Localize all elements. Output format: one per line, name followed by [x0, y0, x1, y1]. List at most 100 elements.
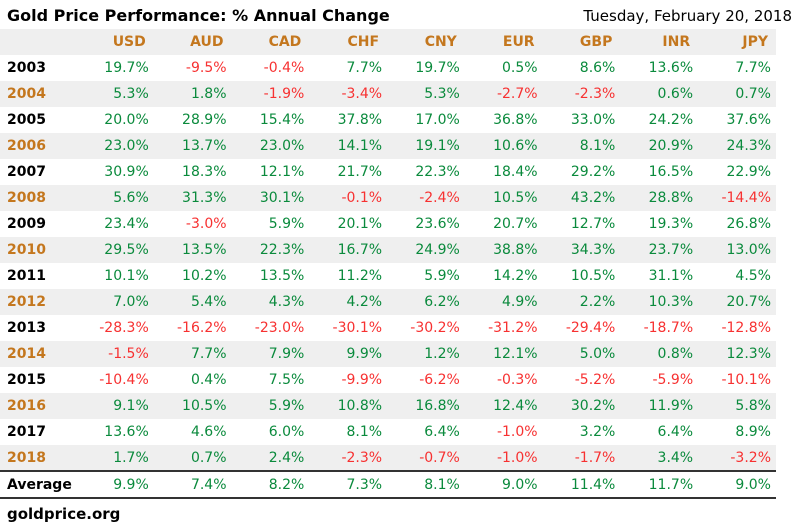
table-row: 2006 23.0% 13.7% 23.0% 14.1% 19.1% 10.6% 8.1% 20…: [0, 133, 776, 159]
value-cell: 28.8%: [648, 190, 694, 206]
value-cell: -23.0%: [254, 320, 305, 336]
value-cell: 6.0%: [268, 424, 305, 440]
value-cell: 6.4%: [424, 424, 460, 440]
value-cell: -2.3%: [574, 86, 616, 102]
value-cell: -5.9%: [652, 372, 694, 388]
value-cell: 16.7%: [337, 242, 383, 258]
value-cell: -0.7%: [419, 449, 460, 466]
table-row: 2016 9.1% 10.5% 5.9% 10.8% 16.8% 12.4% 30.2% 11.…: [0, 393, 776, 419]
value-cell: 3.2%: [579, 424, 616, 440]
column-header-cad: CAD: [268, 34, 302, 50]
value-cell: 14.1%: [337, 138, 383, 154]
table-row: 2003 19.7% -9.5% -0.4% 7.7% 19.7% 0.5% 8.6% 13.6…: [0, 55, 776, 81]
average-value-cell: 7.4%: [190, 476, 227, 493]
value-cell: 19.7%: [104, 60, 149, 76]
value-cell: -2.3%: [341, 449, 383, 466]
table-row: 2010 29.5% 13.5% 22.3% 16.7% 24.9% 38.8% 34.3% 2…: [0, 237, 776, 263]
column-header-chf: CHF: [347, 34, 380, 50]
value-cell: 5.6%: [113, 190, 149, 206]
value-cell: 18.4%: [493, 164, 538, 180]
value-cell: -6.2%: [419, 372, 460, 388]
column-header-eur: EUR: [502, 34, 535, 50]
table-row: 2005 20.0% 28.9% 15.4% 37.8% 17.0% 36.8% 33.0% 2…: [0, 107, 776, 133]
value-cell: 23.6%: [415, 216, 460, 232]
header-row: USD AUD CAD CHF CNY EUR GBP INR JPY: [0, 29, 776, 55]
value-cell: 7.9%: [268, 346, 305, 362]
value-cell: 12.7%: [570, 216, 616, 232]
value-cell: 5.3%: [113, 86, 149, 102]
value-cell: 14.2%: [493, 268, 538, 284]
table-row: 2011 10.1% 10.2% 13.5% 11.2% 5.9% 14.2% 10.5% 31…: [0, 263, 776, 289]
year-cell: 2011: [7, 268, 46, 284]
value-cell: 7.5%: [268, 372, 305, 388]
value-cell: 10.8%: [337, 398, 383, 414]
column-header-cny: CNY: [424, 34, 457, 50]
value-cell: 13.6%: [648, 60, 694, 76]
column-header-usd: USD: [112, 34, 146, 50]
average-row: Average 9.9% 7.4% 8.2% 7.3% 8.1% 9.0% 11.4% 11.7…: [0, 471, 776, 498]
value-cell: -14.4%: [721, 190, 771, 206]
value-cell: 24.2%: [648, 112, 694, 128]
average-value-cell: 9.9%: [113, 476, 149, 493]
value-cell: 8.1%: [346, 424, 383, 440]
value-cell: 5.9%: [268, 216, 305, 232]
year-cell: 2007: [7, 164, 46, 180]
value-cell: 31.1%: [648, 268, 694, 284]
value-cell: 30.1%: [259, 190, 305, 206]
column-header-aud: AUD: [190, 34, 224, 50]
value-cell: 13.0%: [726, 242, 771, 258]
value-cell: 5.3%: [424, 86, 460, 102]
table-row: 2007 30.9% 18.3% 12.1% 21.7% 22.3% 18.4% 29.2% 1…: [0, 159, 776, 185]
value-cell: -1.7%: [574, 449, 616, 466]
value-cell: -30.2%: [410, 320, 460, 336]
value-cell: 23.0%: [259, 138, 305, 154]
value-cell: -30.1%: [332, 320, 383, 336]
value-cell: -9.5%: [185, 60, 227, 76]
value-cell: 5.9%: [268, 398, 305, 414]
value-cell: 1.7%: [113, 449, 149, 466]
year-column-header: [0, 29, 76, 55]
value-cell: 23.4%: [104, 216, 149, 232]
value-cell: -3.0%: [185, 216, 227, 232]
value-cell: 31.3%: [182, 190, 227, 206]
average-value-cell: 9.0%: [735, 476, 771, 493]
value-cell: 5.4%: [190, 294, 227, 310]
value-cell: 23.0%: [104, 138, 149, 154]
table-header: USD AUD CAD CHF CNY EUR GBP INR JPY: [0, 29, 776, 55]
value-cell: 3.4%: [657, 449, 694, 466]
year-cell: 2012: [7, 294, 46, 310]
value-cell: 12.1%: [259, 164, 305, 180]
value-cell: 20.7%: [493, 216, 538, 232]
value-cell: 8.1%: [579, 138, 616, 154]
value-cell: 4.3%: [268, 294, 305, 310]
average-value-cell: 11.7%: [648, 476, 694, 493]
average-value-cell: 11.4%: [570, 476, 616, 493]
value-cell: 2.2%: [579, 294, 616, 310]
value-cell: -29.4%: [565, 320, 616, 336]
value-cell: 4.2%: [346, 294, 383, 310]
value-cell: 43.2%: [570, 190, 616, 206]
value-cell: 8.9%: [735, 424, 771, 440]
table-row: 2014 -1.5% 7.7% 7.9% 9.9% 1.2% 12.1% 5.0% 0.8% 12…: [0, 341, 776, 367]
value-cell: 24.9%: [415, 242, 460, 258]
value-cell: 16.5%: [648, 164, 694, 180]
table-body: 2003 19.7% -9.5% -0.4% 7.7% 19.7% 0.5% 8.6% 13.6…: [0, 55, 776, 471]
value-cell: 7.0%: [113, 294, 149, 310]
value-cell: 37.6%: [726, 112, 771, 128]
year-cell: 2014: [7, 346, 46, 362]
table-footer: Average 9.9% 7.4% 8.2% 7.3% 8.1% 9.0% 11.4% 11.7…: [0, 471, 776, 498]
value-cell: 22.3%: [259, 242, 305, 258]
column-header-gbp: GBP: [579, 34, 613, 50]
value-cell: -0.1%: [341, 190, 383, 206]
value-cell: 5.8%: [735, 398, 771, 414]
table-row: 2009 23.4% -3.0% 5.9% 20.1% 23.6% 20.7% 12.7% 19…: [0, 211, 776, 237]
value-cell: 11.2%: [337, 268, 383, 284]
table-row: 2004 5.3% 1.8% -1.9% -3.4% 5.3% -2.7% -2.3% 0.6%…: [0, 81, 776, 107]
value-cell: 0.5%: [502, 60, 538, 76]
value-cell: -16.2%: [177, 320, 227, 336]
year-cell: 2010: [7, 242, 46, 258]
value-cell: 20.1%: [337, 216, 383, 232]
value-cell: 8.6%: [579, 60, 616, 76]
average-label: Average: [7, 476, 72, 493]
